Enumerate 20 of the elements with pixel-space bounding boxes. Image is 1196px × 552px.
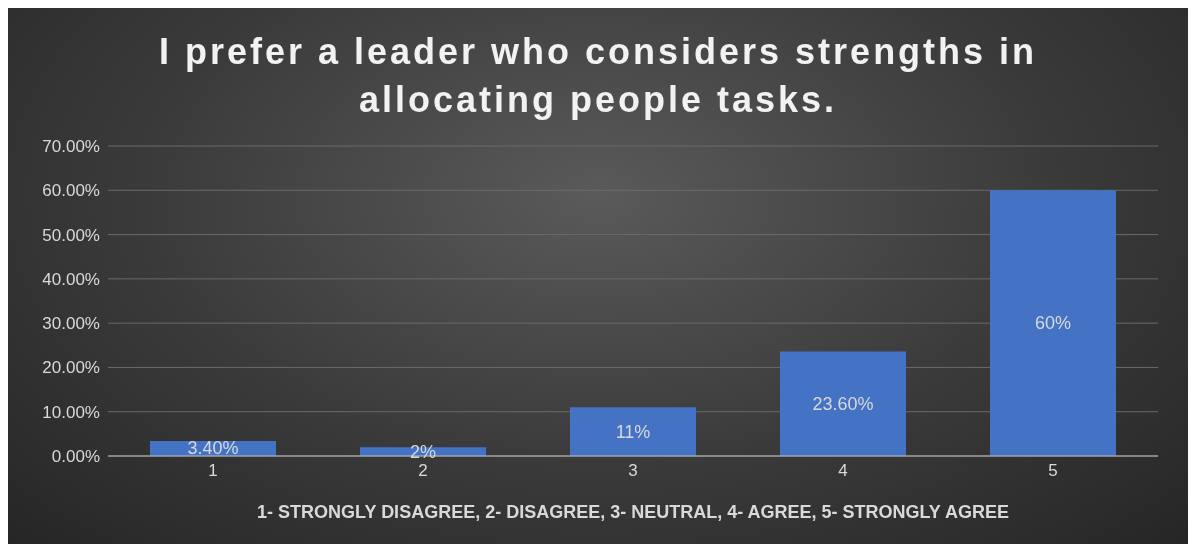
x-tick-label: 2 <box>418 461 428 481</box>
y-tick-label: 30.00% <box>42 314 100 334</box>
data-label: 11% <box>615 421 651 442</box>
data-label: 23.60% <box>812 393 874 414</box>
x-tick-label: 3 <box>628 461 638 481</box>
y-tick-label: 60.00% <box>42 181 100 201</box>
y-tick-label: 20.00% <box>42 358 100 378</box>
y-tick-label: 0.00% <box>51 447 100 467</box>
y-tick-label: 40.00% <box>42 269 100 289</box>
x-tick-label: 5 <box>1048 461 1058 481</box>
y-tick-label: 10.00% <box>42 402 100 422</box>
x-axis-title: 1- STRONGLY DISAGREE, 2- DISAGREE, 3- NEUTRAL, 4- AGREE, 5- STRONGLY AGREE <box>257 502 1009 522</box>
y-tick-label: 70.00% <box>42 137 100 157</box>
y-tick-label: 50.00% <box>42 225 100 245</box>
data-label: 2% <box>409 441 437 462</box>
x-tick-label: 1 <box>208 461 218 481</box>
chart-title: I prefer a leader who considers strengths in allocating people tasks. <box>157 30 1039 122</box>
x-tick-label: 4 <box>838 461 848 481</box>
data-label: 3.40% <box>187 438 239 459</box>
data-label: 60% <box>1034 313 1072 334</box>
